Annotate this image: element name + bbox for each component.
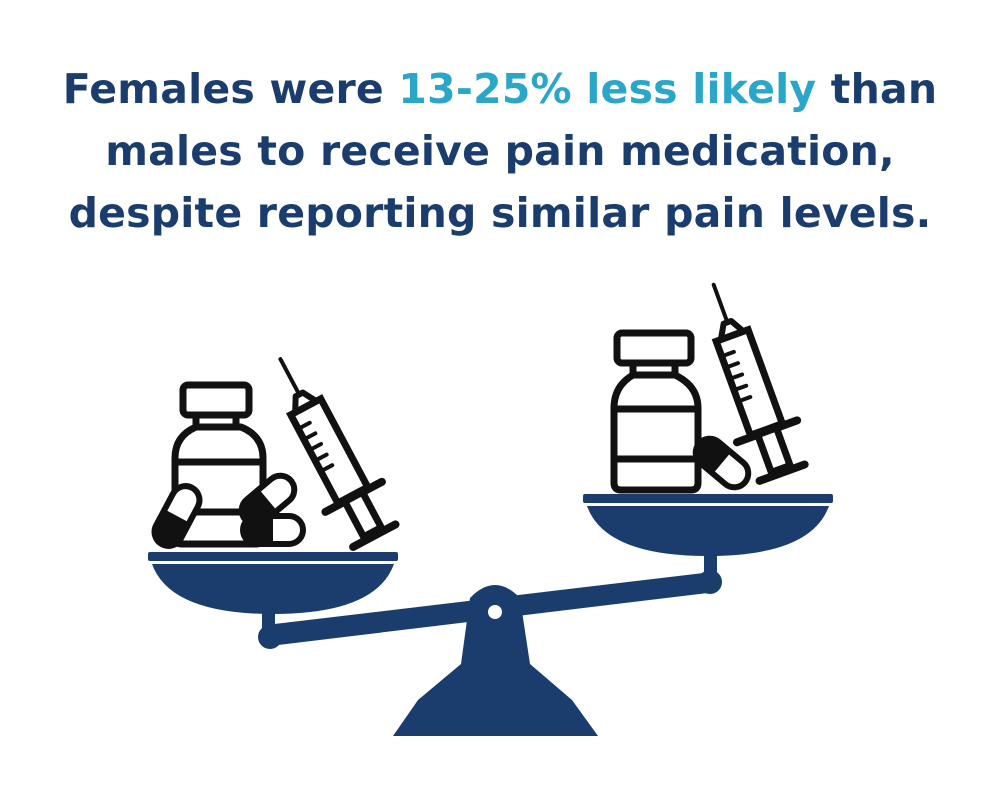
- capsule-icon: [692, 435, 752, 491]
- headline-text-part: Females were: [62, 65, 399, 113]
- right-pan-bowl: [587, 506, 829, 556]
- left-pan-rim: [148, 552, 398, 561]
- headline-highlight: 13-25% less likely: [398, 65, 817, 113]
- headline-line-2: males to receive pain medication,: [105, 127, 895, 175]
- headline: Females were 13-25% less likely than mal…: [0, 58, 1000, 244]
- capsule-icon: [151, 483, 203, 549]
- medicine-bottle-icon: [610, 329, 702, 494]
- right-pan-rim: [583, 494, 833, 503]
- pivot-hole: [488, 605, 502, 619]
- syringe-icon: [278, 357, 400, 551]
- headline-text-part: than: [816, 65, 938, 113]
- scale-stand: [393, 585, 598, 736]
- headline-line-1: Females were 13-25% less likely than: [0, 58, 1000, 120]
- left-pan-bowl: [152, 564, 394, 614]
- capsule-icon: [240, 513, 306, 547]
- balance-scale-icon: [148, 494, 833, 736]
- syringe-icon: [711, 282, 809, 485]
- headline-line-3: despite reporting similar pain levels.: [68, 189, 932, 237]
